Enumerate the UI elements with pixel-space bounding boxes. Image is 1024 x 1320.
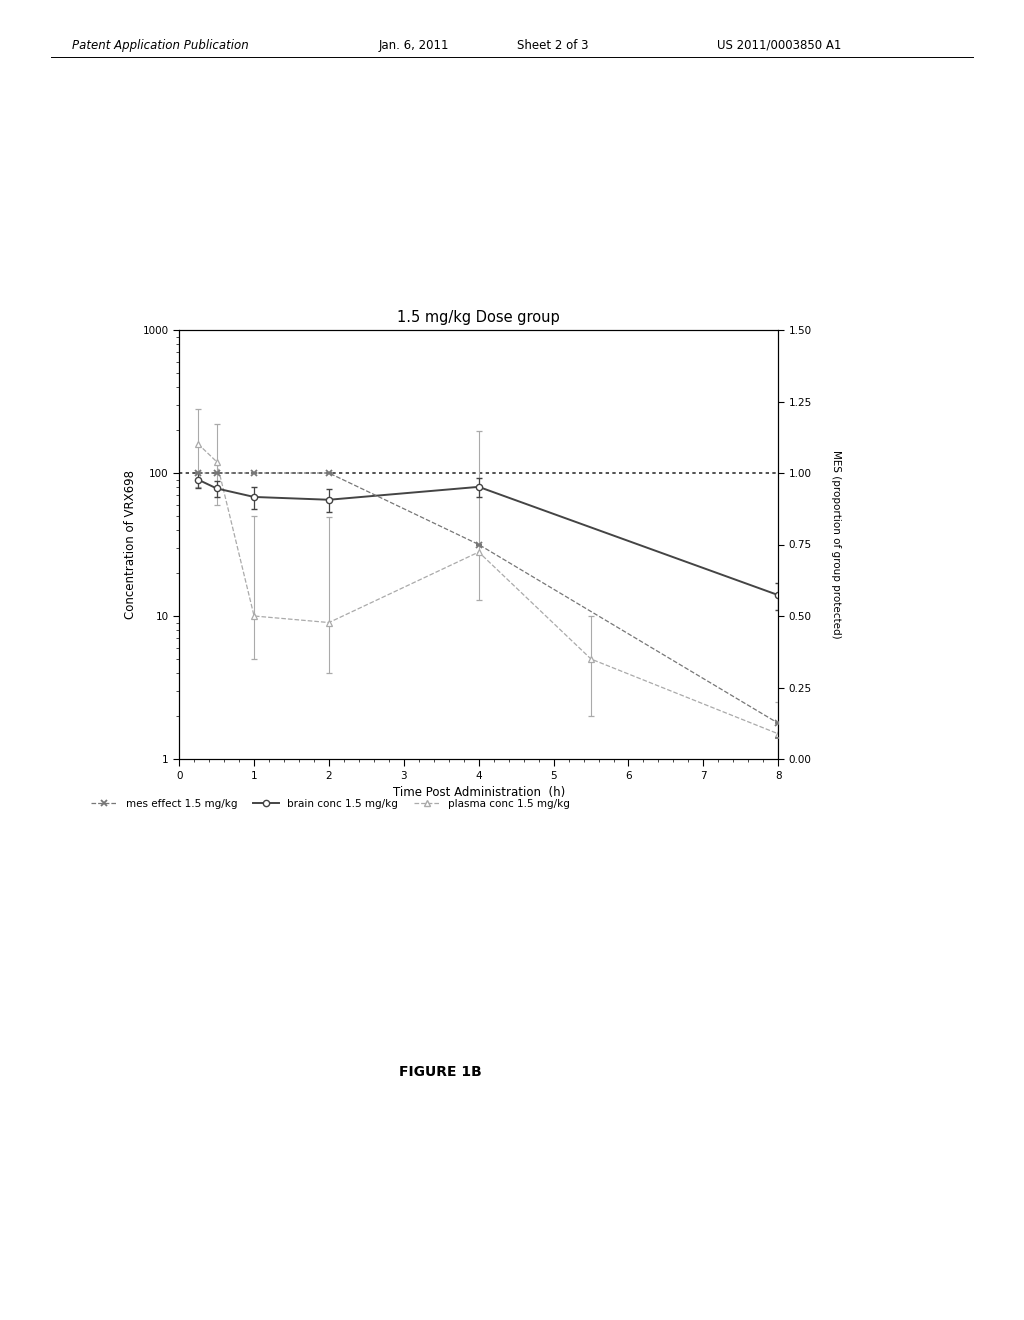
Text: FIGURE 1B: FIGURE 1B bbox=[399, 1065, 481, 1078]
Text: Sheet 2 of 3: Sheet 2 of 3 bbox=[517, 38, 589, 51]
Text: US 2011/0003850 A1: US 2011/0003850 A1 bbox=[717, 38, 841, 51]
Y-axis label: MES (proportion of group protected): MES (proportion of group protected) bbox=[831, 450, 842, 639]
Legend: mes effect 1.5 mg/kg, brain conc 1.5 mg/kg, plasma conc 1.5 mg/kg: mes effect 1.5 mg/kg, brain conc 1.5 mg/… bbox=[87, 795, 574, 813]
Title: 1.5 mg/kg Dose group: 1.5 mg/kg Dose group bbox=[397, 310, 560, 325]
Text: Patent Application Publication: Patent Application Publication bbox=[72, 38, 249, 51]
Y-axis label: Concentration of VRX698: Concentration of VRX698 bbox=[124, 470, 137, 619]
Text: Jan. 6, 2011: Jan. 6, 2011 bbox=[379, 38, 450, 51]
X-axis label: Time Post Administration  (h): Time Post Administration (h) bbox=[392, 787, 565, 800]
